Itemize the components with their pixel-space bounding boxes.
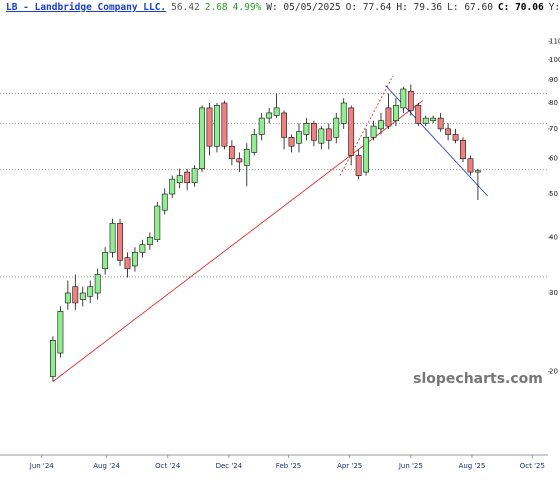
header: LB - Landbridge Company LLC. 56.42 2.68 4.9… bbox=[6, 2, 560, 13]
y-tick-label: 30 bbox=[549, 289, 558, 297]
candle-body bbox=[251, 134, 258, 153]
candle-body bbox=[370, 125, 377, 138]
candle-body bbox=[161, 193, 168, 211]
candle-body bbox=[333, 117, 340, 138]
x-tick-label: Aug '25 bbox=[459, 462, 486, 470]
candle-body bbox=[236, 158, 243, 163]
x-tick-label: Feb '25 bbox=[276, 462, 301, 470]
header-item: C: 70.06 bbox=[497, 2, 544, 13]
candle-body bbox=[176, 175, 183, 184]
candle-body bbox=[296, 131, 302, 144]
candle-body bbox=[139, 244, 146, 253]
x-tick-label: Jun '25 bbox=[398, 462, 423, 470]
candle-body bbox=[214, 105, 220, 147]
candle-body bbox=[310, 123, 317, 141]
candle-body bbox=[325, 128, 332, 141]
candle-body bbox=[363, 137, 369, 173]
candle-body bbox=[199, 107, 205, 169]
y-tick-label: 50 bbox=[549, 190, 558, 198]
candle-body bbox=[221, 102, 228, 147]
header-item: 4.99% bbox=[232, 2, 262, 13]
candle-body bbox=[400, 88, 407, 109]
candle-body bbox=[117, 222, 123, 261]
candle-body bbox=[430, 117, 437, 122]
candle-body bbox=[79, 292, 86, 300]
header-item: O: 77.64 bbox=[345, 2, 392, 13]
candle-body bbox=[191, 168, 198, 184]
candle-body bbox=[132, 252, 138, 267]
y-tick-label: 90 bbox=[549, 76, 558, 84]
header-item: L: 67.60 bbox=[447, 2, 493, 13]
y-tick-label: 60 bbox=[549, 155, 558, 163]
candle-body bbox=[109, 222, 116, 253]
watermark: slopecharts.com bbox=[413, 371, 543, 387]
candle-body bbox=[318, 128, 325, 144]
candle-body bbox=[273, 107, 280, 116]
candle-body bbox=[72, 286, 79, 304]
candle-body bbox=[64, 292, 71, 304]
y-tick-label: 20 bbox=[549, 368, 558, 376]
candle-body bbox=[228, 145, 235, 160]
y-tick-label: 100 bbox=[549, 56, 560, 64]
y-tick-label: 80 bbox=[549, 99, 558, 107]
candle-body bbox=[475, 170, 481, 173]
candle-body bbox=[392, 105, 399, 122]
header-item[interactable]: LB - Landbridge Company LLC. bbox=[6, 2, 167, 13]
candle-body bbox=[258, 117, 265, 135]
candle-body bbox=[355, 155, 362, 176]
x-tick-label: Aug '24 bbox=[93, 462, 120, 470]
candle-body bbox=[415, 105, 422, 124]
y-tick-label: 40 bbox=[549, 233, 558, 241]
header-item: 56.42 bbox=[171, 2, 200, 13]
header-item: H: 79.36 bbox=[396, 2, 443, 13]
candle-body bbox=[460, 139, 466, 160]
candle-body bbox=[385, 107, 392, 127]
x-tick-label: Jun '24 bbox=[29, 462, 55, 470]
candle-body bbox=[452, 134, 459, 141]
y-tick-label: 70 bbox=[549, 125, 558, 133]
candle-body bbox=[288, 137, 295, 147]
candle-body bbox=[57, 310, 64, 354]
candle-body bbox=[467, 158, 474, 173]
candle-body bbox=[94, 274, 101, 294]
x-tick-label: Oct '24 bbox=[155, 462, 181, 470]
candle-body bbox=[407, 90, 414, 111]
y-tick-label: 110 bbox=[549, 37, 560, 45]
candle-body bbox=[340, 102, 347, 124]
candle-body bbox=[422, 117, 429, 124]
candle-body bbox=[124, 257, 131, 270]
header-item: 2.68 bbox=[204, 2, 228, 13]
candle-body bbox=[87, 286, 94, 297]
candle-body bbox=[445, 128, 452, 135]
candle-body bbox=[169, 178, 176, 195]
candle-body bbox=[146, 236, 153, 245]
candle-body bbox=[206, 107, 213, 147]
candle-body bbox=[154, 205, 161, 241]
candle-body bbox=[303, 123, 310, 135]
header-item: W: 05/05/2025 bbox=[266, 2, 341, 13]
candle-body bbox=[266, 112, 273, 119]
header-item: Y: 90 bbox=[548, 2, 560, 13]
trendline bbox=[339, 75, 394, 176]
candle-body bbox=[281, 112, 287, 138]
candle-body bbox=[184, 171, 191, 184]
candle-body bbox=[437, 117, 444, 130]
candle-body bbox=[348, 107, 355, 156]
trendline bbox=[52, 100, 424, 382]
candle-body bbox=[378, 120, 384, 130]
x-tick-label: Apr '25 bbox=[337, 462, 362, 470]
candle-body bbox=[102, 252, 109, 270]
x-tick-label: Oct '25 bbox=[520, 462, 545, 470]
candle-body bbox=[243, 148, 250, 166]
x-tick-label: Dec '24 bbox=[216, 462, 243, 470]
candle-body bbox=[50, 340, 56, 377]
